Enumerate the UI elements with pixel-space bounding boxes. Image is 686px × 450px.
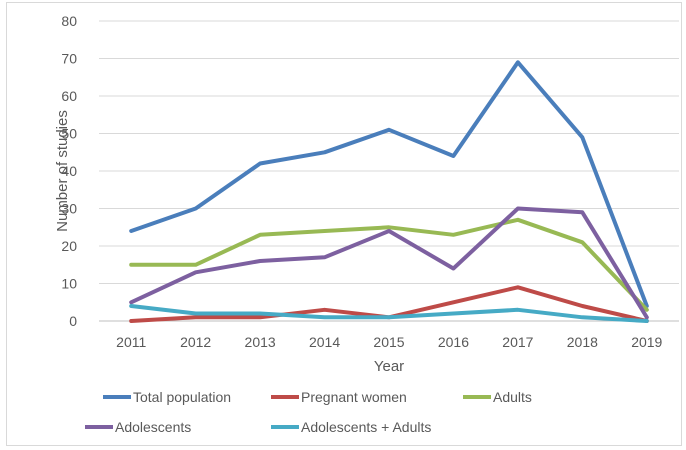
series-lines [129,60,649,323]
legend-label: Adults [493,389,532,405]
x-tick-label: 2013 [245,334,276,350]
y-tick-label: 70 [61,51,77,67]
legend-label: Total population [133,389,231,405]
y-axis-ticks: 0 10 20 30 40 50 60 70 80 [61,13,77,329]
x-tick-label: 2014 [309,334,340,350]
x-tick-label: 2019 [631,334,662,350]
series-line [129,217,649,312]
y-tick-label: 60 [61,88,77,104]
x-tick-label: 2015 [373,334,404,350]
y-tick-label: 20 [61,238,77,254]
legend-label: Adolescents + Adults [301,419,431,435]
y-tick-label: 40 [61,163,77,179]
x-axis-ticks: 2011 2012 2013 2014 2015 2016 2017 2018 2019 [116,334,662,350]
y-tick-label: 30 [61,201,77,217]
chart-frame: 0 10 20 30 40 50 60 70 80 2011 2012 2013 2014 2015 20… [6,2,682,446]
y-tick-label: 0 [69,313,77,329]
x-axis-label: Year [374,358,404,375]
x-tick-label: 2012 [180,334,211,350]
y-tick-label: 10 [61,276,77,292]
y-axis-label: Number of studies [54,110,71,232]
legend-label: Pregnant women [301,389,407,405]
series-line [129,304,649,323]
y-tick-label: 80 [61,13,77,29]
x-tick-label: 2017 [502,334,533,350]
x-tick-label: 2016 [438,334,469,350]
legend-label: Adolescents [115,419,191,435]
y-tick-label: 50 [61,126,77,142]
legend: Total population Pregnant women Adults Adol… [85,389,532,435]
series-line [129,60,649,308]
x-tick-label: 2018 [567,334,598,350]
series-line [129,206,649,320]
x-tick-label: 2011 [116,334,146,350]
